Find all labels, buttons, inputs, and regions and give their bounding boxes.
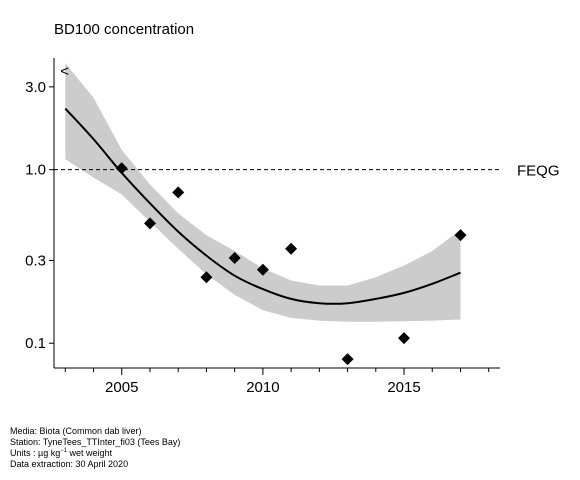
confidence-band — [65, 63, 461, 322]
footer-units-exponent: −1 — [60, 448, 68, 454]
data-point — [454, 229, 467, 242]
censor-marker: < — [60, 63, 69, 80]
data-point — [115, 162, 128, 175]
data-point — [398, 332, 410, 345]
x-tick-label: 2005 — [105, 379, 138, 396]
y-tick-label: 0.3 — [25, 252, 46, 269]
data-point — [172, 186, 185, 199]
data-point — [256, 263, 269, 276]
footer-media: Media: Biota (Common dab liver) — [10, 426, 142, 436]
trend-line — [64, 107, 461, 305]
footer-extraction: Data extraction: 30 April 2020 — [10, 459, 129, 469]
axes-layer: 0.1 0.3 1.0 3.0 2005 2010 2015 — [25, 58, 500, 396]
data-point — [285, 242, 298, 255]
data-point — [144, 217, 156, 230]
data-point — [228, 252, 241, 264]
footer-units: Units : µg kg−1 wet weight — [10, 448, 180, 459]
confidence-band-layer — [65, 63, 461, 322]
data-point — [341, 353, 354, 366]
y-tick-label: 3.0 — [25, 79, 46, 96]
footer: Media: Biota (Common dab liver) Station:… — [10, 426, 180, 470]
chart-title: BD100 concentration — [54, 21, 194, 38]
x-tick-label: 2010 — [246, 379, 279, 396]
y-tick-label: 0.1 — [25, 335, 46, 352]
trend-line-layer — [64, 107, 461, 305]
data-point — [200, 271, 213, 284]
data-points-layer: < — [60, 63, 467, 366]
x-tick-label: 2015 — [387, 379, 420, 396]
reference-line-label: FEQG — [517, 163, 560, 180]
reference-line-layer: FEQG — [54, 163, 560, 180]
footer-station: Station: TyneTees_TTInter_fi03 (Tees Bay… — [10, 437, 181, 447]
footer-units-prefix: Units : µg kg — [10, 448, 61, 458]
y-tick-label: 1.0 — [25, 162, 46, 179]
footer-units-suffix: wet weight — [67, 448, 113, 458]
